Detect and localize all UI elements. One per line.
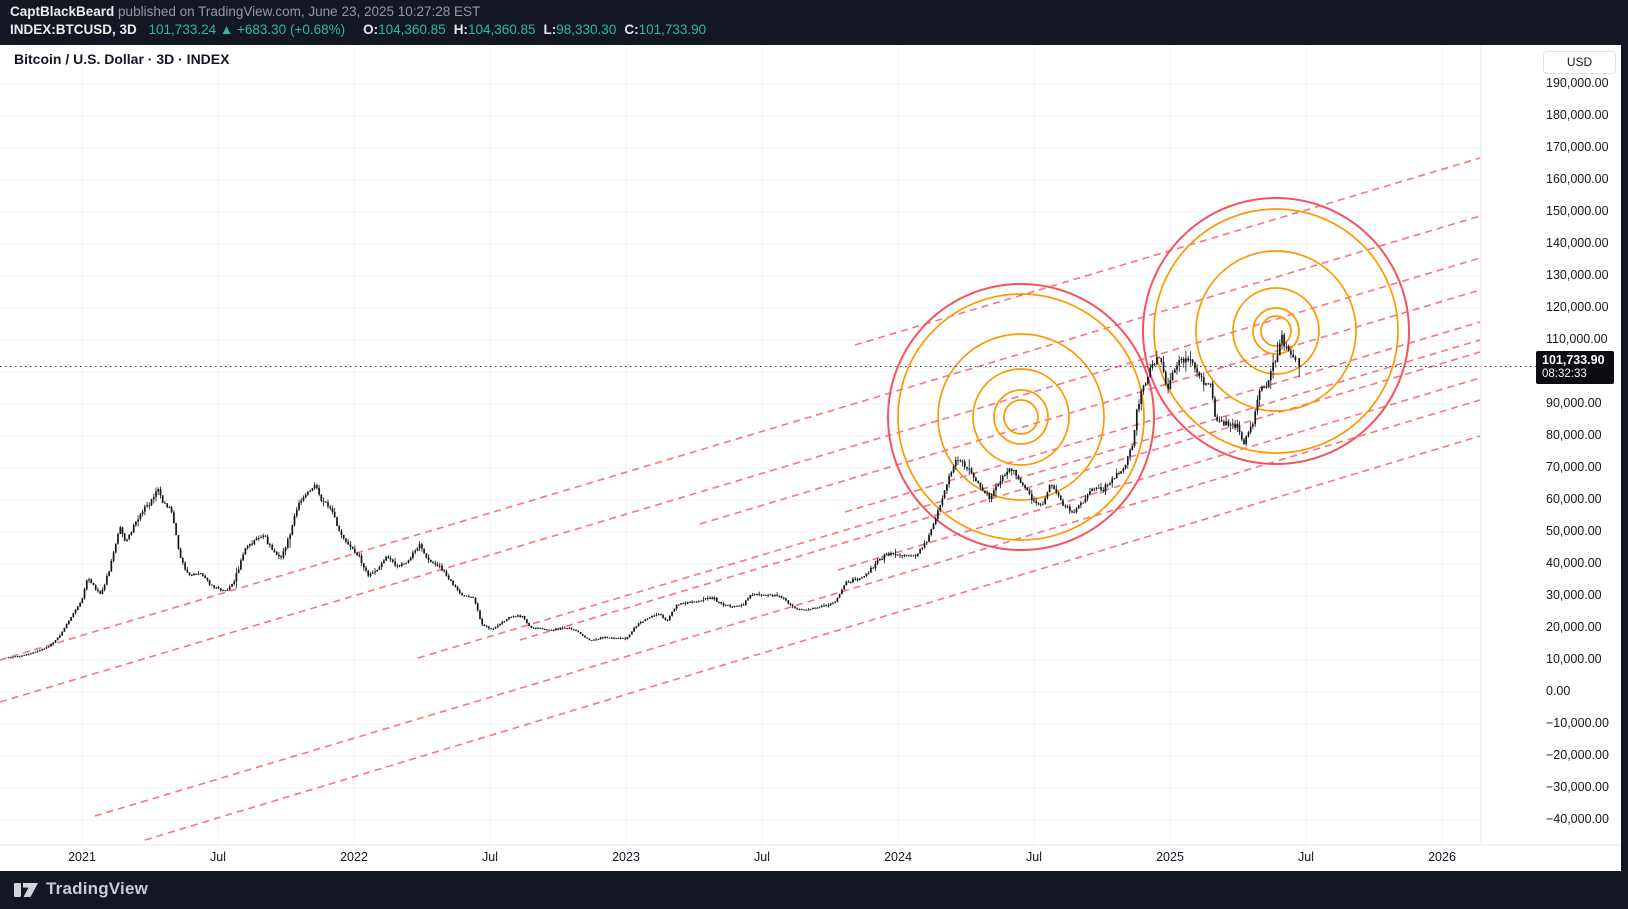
price-tick-label: 90,000.00 (1546, 396, 1602, 410)
time-tick-label: Jul (482, 850, 498, 864)
dashed-trend-line (844, 321, 1481, 513)
ohlc-label: H: (453, 22, 468, 37)
candle-bodies (7, 334, 1301, 659)
fib-circle-orange (1195, 250, 1357, 412)
chart-title: Bitcoin / U.S. Dollar · 3D · INDEX (14, 51, 230, 67)
ohlc-label: C: (624, 22, 639, 37)
price-tick-label: 180,000.00 (1546, 108, 1609, 122)
footer: TradingView (0, 871, 1628, 909)
fib-circle-orange (972, 368, 1070, 466)
price-tick-label: 20,000.00 (1546, 620, 1602, 634)
ohlc-value: 104,360.85 (378, 22, 446, 37)
candle-wicks (8, 330, 1300, 658)
price-tick-label: 80,000.00 (1546, 428, 1602, 442)
price-tick-label: 120,000.00 (1546, 300, 1609, 314)
current-price-value: 101,733.90 (1542, 353, 1605, 368)
price-tick-label: −10,000.00 (1546, 716, 1609, 730)
trend-lines (0, 157, 1481, 841)
price-tick-label: 40,000.00 (1546, 556, 1602, 570)
ohlc-values: O:104,360.85 H:104,360.85 L:98,330.30 C:101… (355, 22, 706, 37)
dashed-trend-line (519, 351, 1481, 641)
fib-circle-orange (993, 389, 1049, 445)
fib-circle-orange (897, 293, 1145, 541)
dashed-trend-line (0, 257, 1481, 703)
ohlc-label: O: (363, 22, 379, 37)
dashed-trend-line (699, 289, 1481, 525)
chart-panel: Bitcoin / U.S. Dollar · 3D · INDEX USD 1… (0, 45, 1621, 871)
time-tick-label: 2024 (884, 850, 912, 864)
dashed-trend-line (854, 157, 1481, 346)
fib-circle-orange (1232, 287, 1320, 375)
price-tick-label: 150,000.00 (1546, 204, 1609, 218)
fib-circle-orange (1003, 399, 1039, 435)
time-tick-label: Jul (1026, 850, 1042, 864)
dashed-trend-line (837, 377, 1481, 571)
price-tick-label: 10,000.00 (1546, 652, 1602, 666)
current-price-tag: 101,733.90 08:32:33 (1536, 351, 1614, 385)
time-tick-label: Jul (210, 850, 226, 864)
ohlc-value: 98,330.30 (556, 22, 617, 37)
fib-circle-orange (1260, 315, 1292, 347)
fib-circle-outer (1142, 197, 1410, 465)
price-tick-label: 130,000.00 (1546, 268, 1609, 282)
price-tick-label: 170,000.00 (1546, 140, 1609, 154)
ohlc-value: 104,360.85 (467, 22, 536, 37)
ohlc-value: 101,733.90 (638, 22, 707, 37)
price-tick-label: 50,000.00 (1546, 524, 1602, 538)
time-tick-label: 2025 (1156, 850, 1184, 864)
price-tick-label: 110,000.00 (1546, 332, 1608, 346)
price-tick-label: −20,000.00 (1546, 748, 1609, 762)
tradingview-logo-icon[interactable] (13, 880, 43, 900)
publish-header: CaptBlackBeard published on TradingView.… (0, 0, 1628, 45)
price-tick-label: 190,000.00 (1546, 76, 1609, 90)
price-change: +683.30 (+0.68%) (237, 22, 346, 37)
time-tick-label: Jul (754, 850, 770, 864)
fib-circle-orange (937, 333, 1105, 501)
dashed-trend-line (94, 399, 1481, 817)
symbol-name: INDEX:BTCUSD, 3D (10, 22, 137, 37)
ohlc-label: L: (543, 22, 557, 37)
price-tick-label: 70,000.00 (1546, 460, 1602, 474)
fib-circle-orange (1252, 307, 1300, 355)
time-tick-label: 2021 (68, 850, 96, 864)
time-tick-label: Jul (1298, 850, 1314, 864)
fib-circles (887, 283, 1155, 551)
symbol-info-line: INDEX:BTCUSD, 3D 101,733.24 ▲ +683.30 (+… (10, 22, 706, 37)
price-tick-label: 30,000.00 (1546, 588, 1602, 602)
dashed-trend-line (144, 435, 1481, 841)
last-price: 101,733.24 (148, 22, 217, 37)
publish-info-line: CaptBlackBeard published on TradingView.… (10, 4, 480, 19)
fib-circles (1142, 197, 1410, 465)
published-text: published on TradingView.com, June 23, 2… (114, 4, 481, 19)
brand-name[interactable]: TradingView (46, 879, 149, 898)
price-tick-label: −40,000.00 (1546, 812, 1609, 826)
time-tick-label: 2023 (612, 850, 640, 864)
fib-circle-orange (1153, 208, 1399, 454)
dashed-trend-line (0, 215, 1481, 661)
price-tick-label: 140,000.00 (1546, 236, 1609, 250)
dashed-trend-line (417, 339, 1481, 659)
price-tick-label: −30,000.00 (1546, 780, 1609, 794)
bar-countdown: 08:32:33 (1542, 368, 1587, 381)
time-tick-label: 2026 (1428, 850, 1456, 864)
price-tick-label: 60,000.00 (1546, 492, 1602, 506)
author-name: CaptBlackBeard (10, 4, 115, 19)
price-chart[interactable] (0, 45, 1621, 871)
currency-axis-button[interactable]: USD (1543, 51, 1616, 74)
time-tick-label: 2022 (340, 850, 368, 864)
price-tick-label: 0.00 (1546, 684, 1571, 698)
fib-circle-outer (887, 283, 1155, 551)
up-arrow-icon: ▲ (219, 22, 234, 37)
price-tick-label: 160,000.00 (1546, 172, 1609, 186)
